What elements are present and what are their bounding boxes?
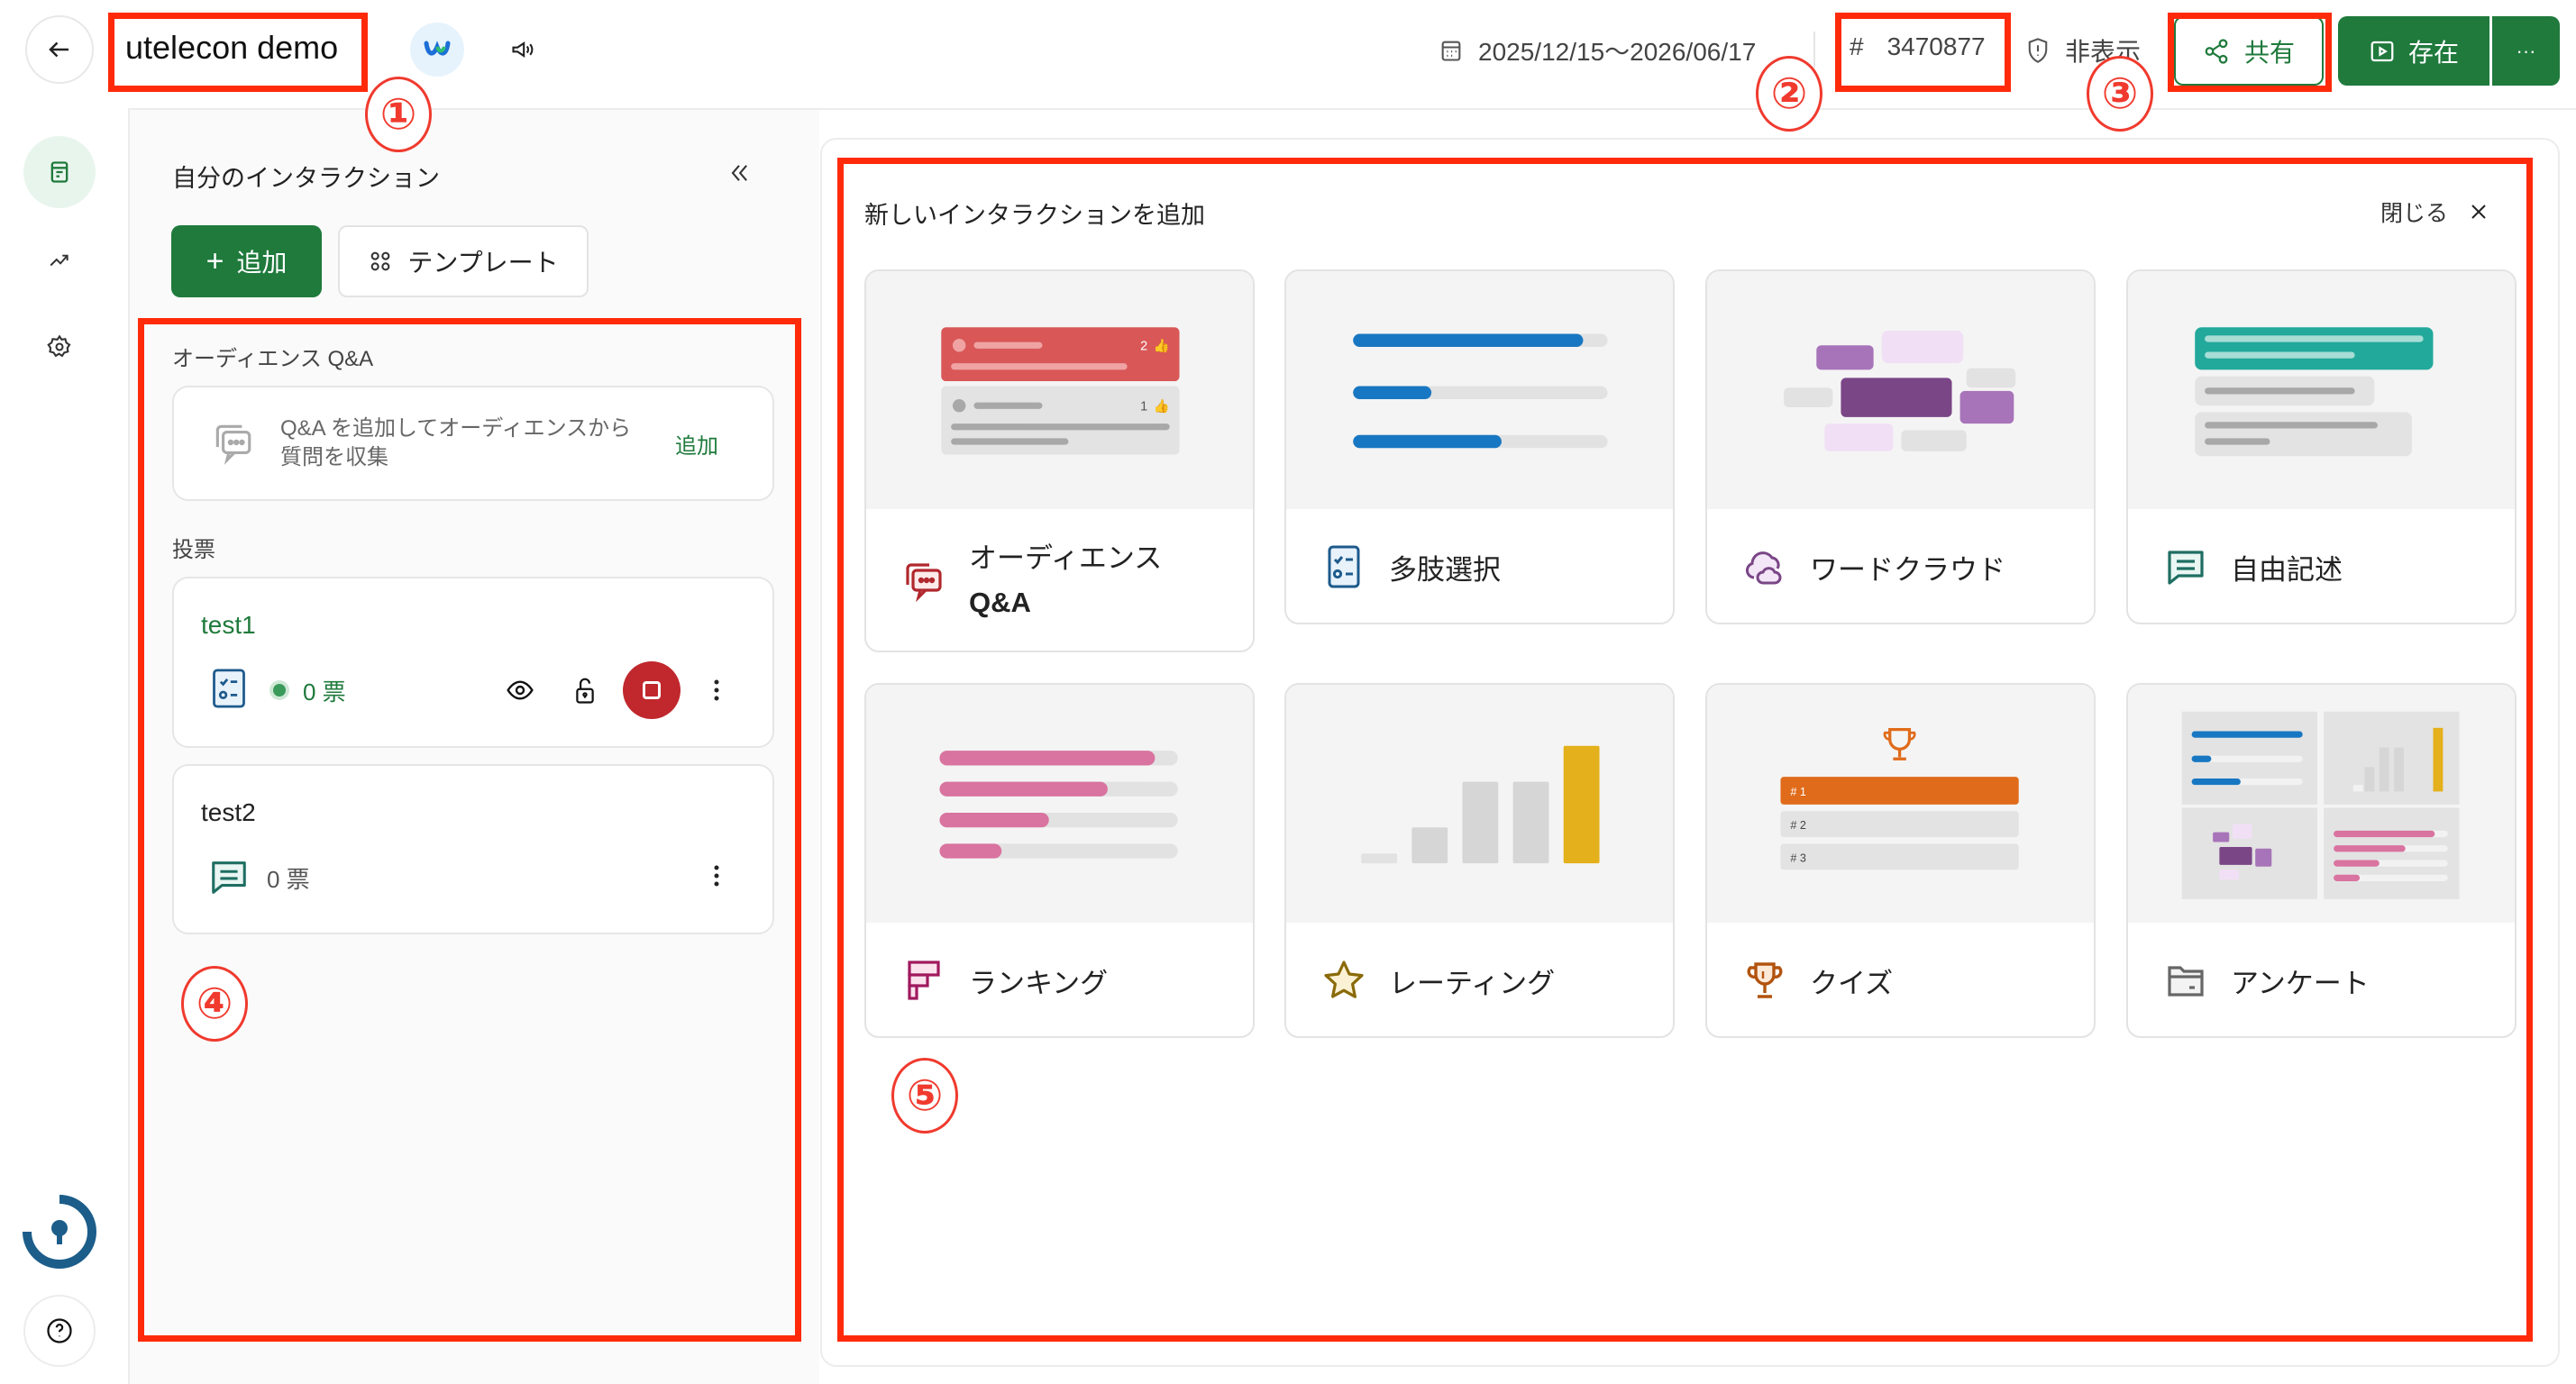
svg-text:1: 1 <box>1140 400 1147 414</box>
event-title[interactable]: utelecon demo <box>125 29 339 66</box>
chat-bubbles-icon <box>215 424 251 465</box>
poll-card-test1[interactable]: test1 0 票 <box>172 577 774 748</box>
unlock-icon <box>576 678 594 704</box>
kebab-menu-icon <box>714 679 719 701</box>
shield-alert-icon <box>2028 38 2048 63</box>
open-text-preview <box>2195 327 2434 457</box>
qa-section-label: オーディエンス Q&A <box>172 347 374 371</box>
more-options-button[interactable]: ··· <box>2492 16 2560 86</box>
rail-divider <box>128 108 130 1384</box>
type-card-multiple-choice[interactable]: 多肢選択 <box>1284 269 1675 624</box>
stop-icon <box>643 681 661 699</box>
checklist-icon <box>1328 545 1360 588</box>
ranking-icon <box>908 961 940 1000</box>
rail-interactions-button[interactable] <box>23 136 96 208</box>
svg-text:👍: 👍 <box>1154 398 1170 414</box>
calendar-icon <box>1441 41 1461 61</box>
close-panel-button[interactable]: 閉じる <box>2380 196 2489 228</box>
qa-icon <box>906 562 942 602</box>
settings-icon <box>47 334 71 358</box>
panel-title: 自分のインタラクション <box>172 165 440 192</box>
rating-preview <box>1361 745 1600 864</box>
annotation-number-3: ③ <box>2087 56 2153 132</box>
word-cloud-preview <box>1784 330 2016 451</box>
poll-menu-button[interactable] <box>697 670 736 710</box>
chevrons-left-icon <box>731 165 747 181</box>
add-interaction-button[interactable]: + 追加 <box>171 225 322 297</box>
svg-text:# 2: # 2 <box>1790 819 1806 832</box>
qa-add-card: Q&A を追加してオーディエンスから質問を収集 追加 <box>172 386 774 501</box>
text-bubble-icon <box>212 861 246 894</box>
share-button[interactable]: 共有 <box>2174 16 2324 86</box>
type-card-quiz[interactable]: # 1 # 2 # 3 クイズ <box>1705 683 2096 1038</box>
annotation-number-2: ② <box>1756 56 1822 132</box>
megaphone-icon[interactable] <box>505 32 541 68</box>
type-card-word-cloud[interactable]: ワードクラウド <box>1705 269 2096 624</box>
analytics-icon <box>50 254 69 267</box>
preview-button[interactable] <box>500 670 540 710</box>
share-icon <box>2205 38 2228 64</box>
interactions-icon <box>50 161 69 183</box>
stop-poll-button[interactable] <box>623 661 681 719</box>
kebab-menu-icon <box>714 865 719 887</box>
back-button[interactable] <box>25 15 94 84</box>
unlock-button[interactable] <box>565 670 605 710</box>
date-range[interactable]: 2025/12/15〜2026/06/17 <box>1439 32 1756 68</box>
help-icon <box>47 1318 72 1343</box>
poll-card-test2[interactable]: test2 0 票 <box>172 764 774 934</box>
template-button[interactable]: テンプレート <box>338 225 589 297</box>
trophy-icon <box>1747 962 1783 998</box>
rail-settings-button[interactable] <box>41 329 78 365</box>
qa-preview: 2 👍 1 👍 <box>941 327 1180 455</box>
webex-logo-icon[interactable] <box>410 23 464 77</box>
header-divider <box>1813 32 1815 68</box>
poll-title: test1 <box>201 611 256 639</box>
event-code[interactable]: # 3470877 <box>1850 32 1986 60</box>
poll-section-label: 投票 <box>172 538 215 562</box>
type-card-audience-qa[interactable]: 2 👍 1 👍 オーディエンス Q&A <box>864 269 1255 652</box>
poll-menu-button[interactable] <box>697 856 736 896</box>
type-card-rating[interactable]: レーティング <box>1284 683 1675 1038</box>
ranking-preview <box>939 751 1178 859</box>
svg-text:👍: 👍 <box>1154 338 1170 354</box>
type-card-survey[interactable]: アンケート <box>2126 683 2517 1038</box>
annotation-number-1: ① <box>365 77 432 152</box>
quiz-preview: # 1 # 2 # 3 <box>1780 728 2019 870</box>
multiple-choice-preview <box>1353 333 1608 449</box>
qa-prompt: Q&A を追加してオーディエンスから質問を収集 <box>280 415 632 469</box>
grid-icon <box>371 251 390 271</box>
text-bubble-icon <box>2168 551 2204 585</box>
star-icon <box>1324 961 1364 998</box>
poll-title: test2 <box>201 798 256 826</box>
survey-preview <box>2181 711 2460 899</box>
type-card-open-text[interactable]: 自由記述 <box>2126 269 2517 624</box>
eye-icon <box>507 680 534 700</box>
qa-add-link[interactable]: 追加 <box>675 433 718 459</box>
svg-text:2: 2 <box>1140 340 1147 354</box>
rail-analytics-button[interactable] <box>41 241 78 278</box>
active-status-dot <box>273 684 286 697</box>
new-interaction-title: 新しいインタラクションを追加 <box>864 202 1205 229</box>
help-button[interactable] <box>23 1295 96 1367</box>
play-screen-icon <box>2370 41 2394 61</box>
plus-icon: + <box>206 244 224 278</box>
svg-text:# 3: # 3 <box>1790 851 1806 864</box>
folder-icon <box>2168 966 2204 997</box>
arrow-left-icon <box>49 41 69 58</box>
type-card-ranking[interactable]: ランキング <box>864 683 1255 1038</box>
present-button[interactable]: 存在 <box>2338 16 2489 86</box>
cloud-icon <box>1746 551 1782 585</box>
vote-count: 0 票 <box>303 678 346 706</box>
checklist-icon <box>213 669 245 708</box>
header-bottom-border <box>128 108 2576 110</box>
vote-count: 0 票 <box>267 866 310 893</box>
tips-icon <box>23 1195 96 1269</box>
close-icon <box>2471 205 2486 219</box>
svg-text:# 1: # 1 <box>1790 786 1806 798</box>
collapse-panel-button[interactable] <box>721 155 757 191</box>
tips-progress-button[interactable] <box>22 1194 97 1270</box>
annotation-number-5: ⑤ <box>891 1058 958 1134</box>
annotation-number-4: ④ <box>181 966 248 1042</box>
